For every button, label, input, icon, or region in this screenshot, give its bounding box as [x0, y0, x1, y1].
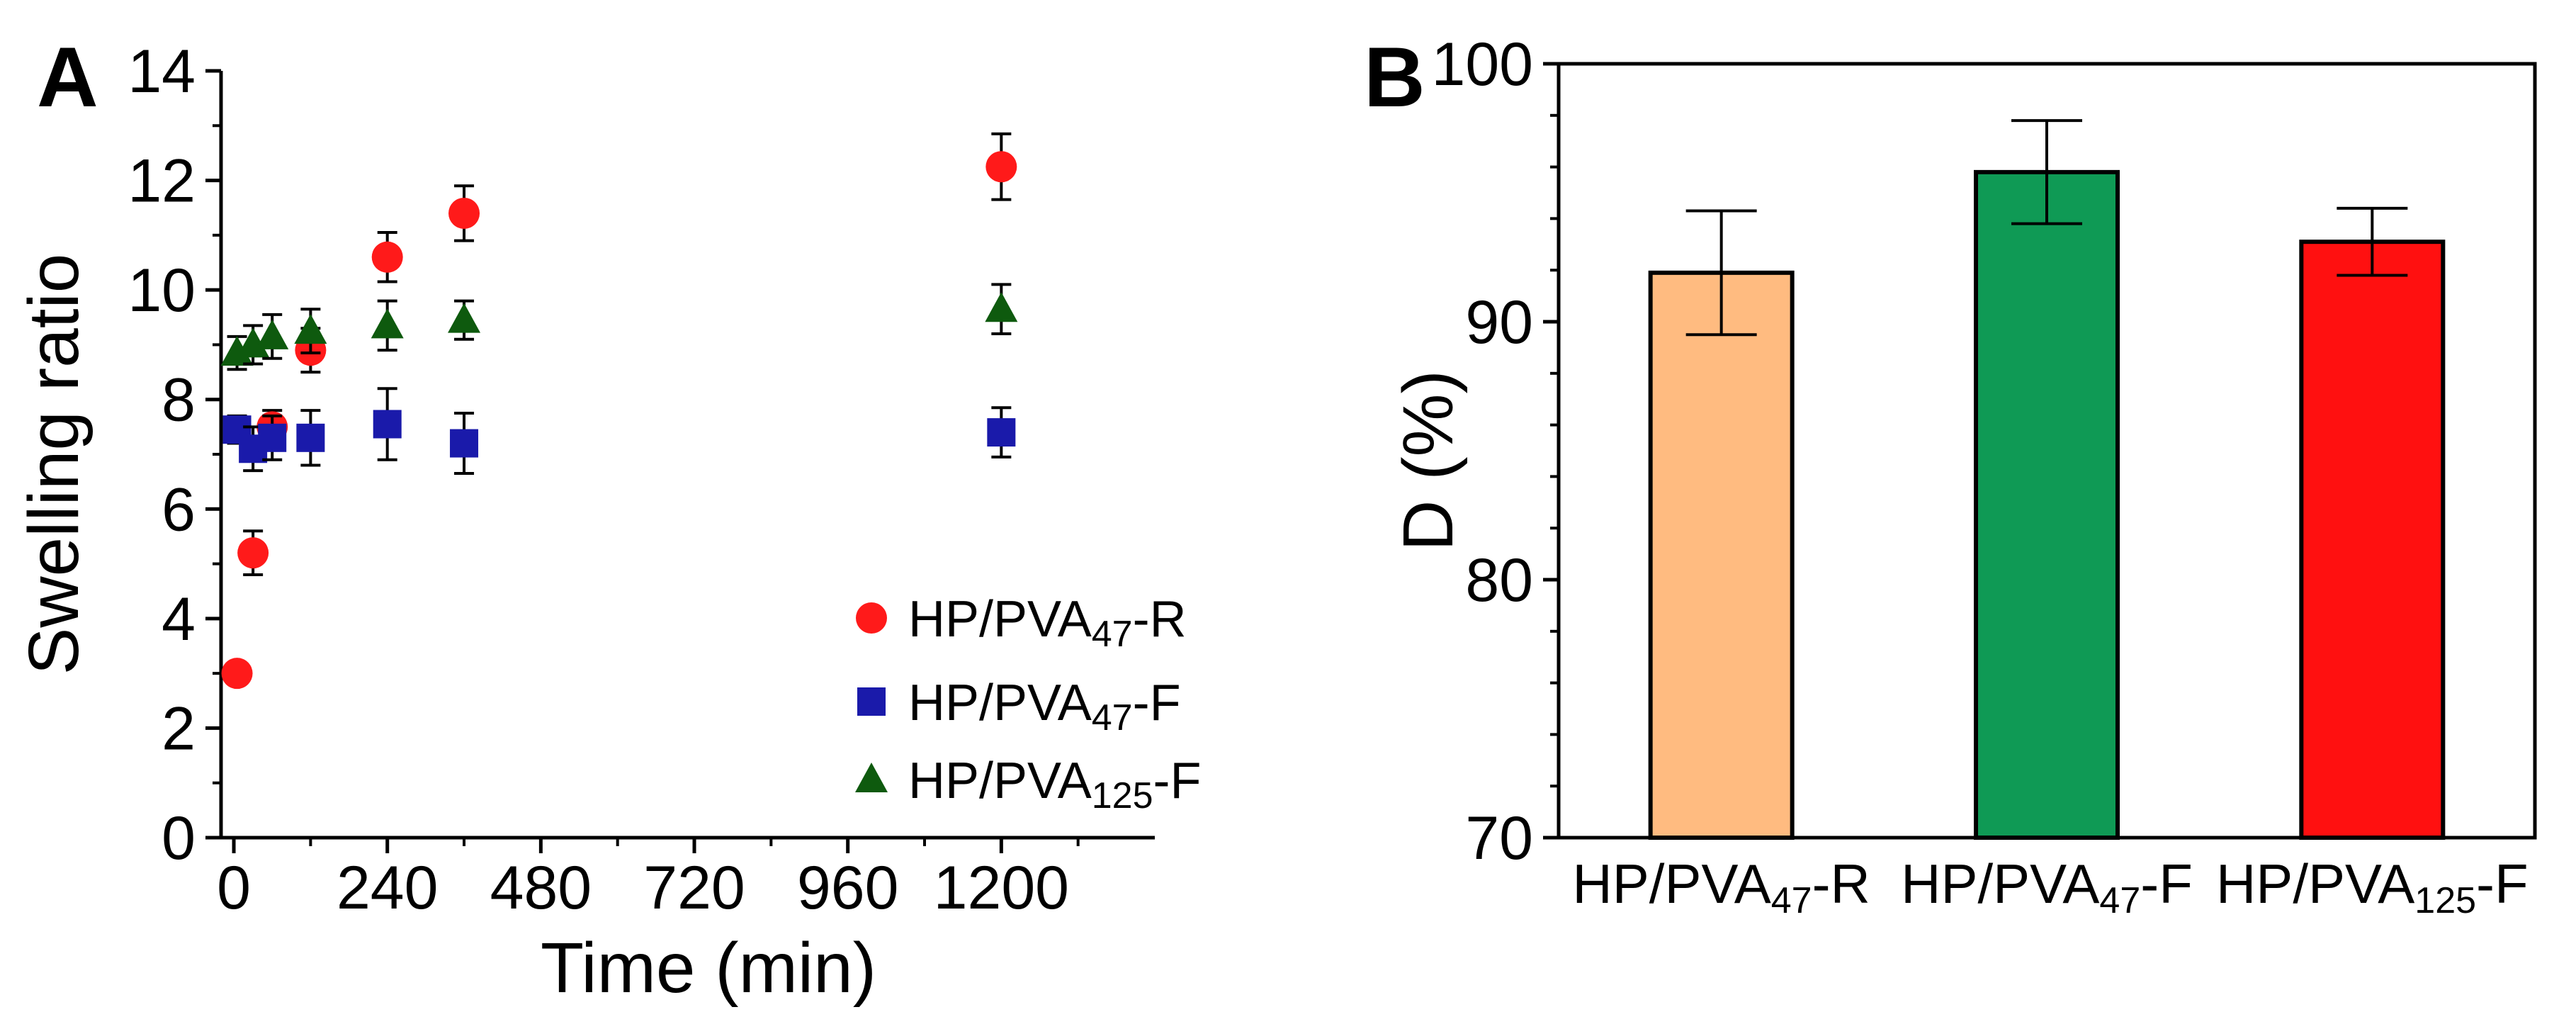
panel-a: A 0 2 4 6 8 10 12 14 0 240 480 720 960 1200 HP/PVA47-… [14, 30, 1201, 1008]
data-point [258, 423, 287, 452]
panel-a-y-tick-label: 0 [162, 804, 196, 872]
panel-a-label: A [37, 30, 98, 125]
data-point [448, 197, 480, 229]
series-circle [221, 132, 1017, 690]
legend-marker [856, 602, 887, 634]
panel-a-axes: 0 2 4 6 8 10 12 14 0 240 480 720 960 1200 [128, 38, 1155, 922]
panel-a-x-tick-label: 480 [490, 854, 592, 922]
data-point [237, 327, 270, 358]
data-point [985, 292, 1018, 322]
data-point [373, 410, 402, 439]
series-square [222, 387, 1016, 476]
panel-a-x-tick-label: 0 [217, 854, 251, 922]
data-point [296, 423, 325, 452]
data-point [256, 319, 289, 349]
legend-label: HP/PVA47-R [908, 591, 1187, 655]
legend-marker [855, 763, 888, 792]
series-triangle [220, 283, 1018, 371]
x-category-label: HP/PVA125-F [2216, 853, 2529, 921]
panel-a-y-tick-label: 12 [128, 147, 196, 215]
panel-a-x-axis-title: Time (min) [541, 928, 876, 1008]
data-point [450, 429, 479, 458]
panel-a-legend: HP/PVA47-R HP/PVA47-F HP/PVA125-F [855, 591, 1201, 816]
x-category-label: HP/PVA47-R [1572, 853, 1870, 921]
data-point [237, 537, 269, 569]
panel-a-y-tick-label: 6 [162, 476, 196, 544]
panel-a-y-axis-title: Swelling ratio [14, 254, 94, 675]
legend-label: HP/PVA125-F [908, 753, 1201, 816]
data-point [448, 303, 481, 333]
panel-a-y-tick-label: 2 [162, 695, 196, 763]
x-category-label: HP/PVA47-F [1901, 853, 2193, 921]
data-point [987, 418, 1016, 447]
panel-a-y-tick-label: 8 [162, 366, 196, 434]
bar [1648, 270, 1795, 840]
data-point [294, 314, 327, 344]
data-point [371, 241, 403, 273]
panel-b-y-tick-label: 90 [1465, 288, 1533, 356]
data-point [220, 336, 254, 366]
bar [2299, 240, 2446, 840]
panel-a-y-tick-label: 4 [162, 585, 196, 653]
panel-a-x-tick-label: 240 [337, 854, 439, 922]
panel-b-data: HP/PVA47-R HP/PVA47-F HP/PVA125-F [1572, 119, 2529, 921]
panel-a-x-tick-label: 960 [797, 854, 899, 922]
legend-label: HP/PVA47-F [908, 675, 1181, 738]
data-point [371, 308, 404, 339]
data-point [221, 658, 253, 690]
legend-marker [857, 687, 886, 716]
panel-b: B 70 80 90 100 HP/PVA47-R HP/PVA47-F HP/PVA12… [1364, 30, 2537, 921]
panel-b-y-tick-label: 100 [1432, 30, 1534, 99]
bar [1974, 169, 2120, 840]
panel-a-data [220, 132, 1018, 690]
panel-a-x-tick-label: 720 [643, 854, 745, 922]
panel-b-y-axis-title: D (%) [1389, 370, 1468, 551]
data-point [985, 151, 1017, 183]
panel-a-y-tick-label: 10 [128, 257, 196, 325]
panel-a-y-tick-label: 14 [128, 38, 196, 106]
panel-b-y-tick-label: 80 [1465, 546, 1533, 614]
panel-a-x-tick-label: 1200 [934, 854, 1069, 922]
panel-b-label: B [1364, 30, 1425, 125]
panel-b-y-tick-label: 70 [1465, 804, 1533, 872]
